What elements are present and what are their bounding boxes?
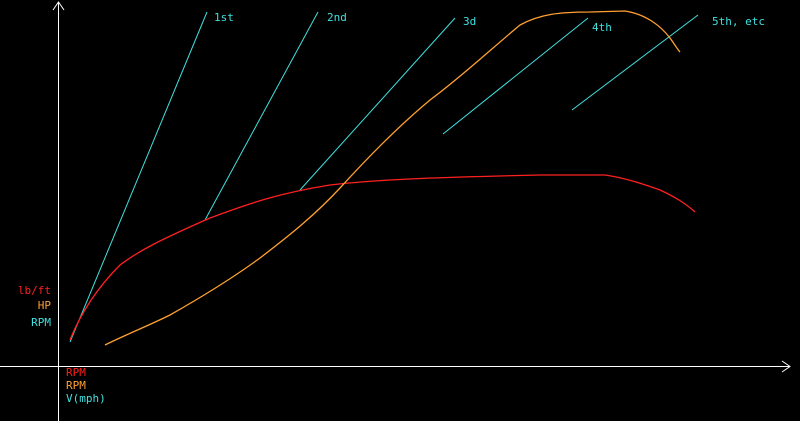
gear-label: 5th, etc: [712, 15, 765, 28]
gear-lines: [69, 11, 699, 343]
y-axis-label: lb/ft: [18, 284, 51, 297]
gear-label: 1st: [214, 11, 234, 24]
gear-line: [442, 17, 589, 135]
horsepower-curve: [104, 10, 681, 346]
x-axis-label: RPM: [66, 366, 86, 379]
gear-label: 2nd: [327, 11, 347, 24]
gear-line: [571, 14, 699, 111]
gear-line: [299, 17, 456, 191]
gear-line: [204, 11, 319, 221]
y-axis-arrow: [52, 1, 65, 11]
x-axis-label: V(mph): [66, 392, 106, 405]
y-axis-label: HP: [38, 299, 52, 312]
gear-label: 4th: [592, 21, 612, 34]
x-axis-arrow: [781, 360, 791, 373]
x-axis-label: RPM: [66, 379, 86, 392]
y-axis-label: RPM: [31, 316, 51, 329]
gear-line: [69, 11, 208, 343]
gear-label: 3d: [463, 15, 476, 28]
torque-curve: [69, 174, 696, 341]
